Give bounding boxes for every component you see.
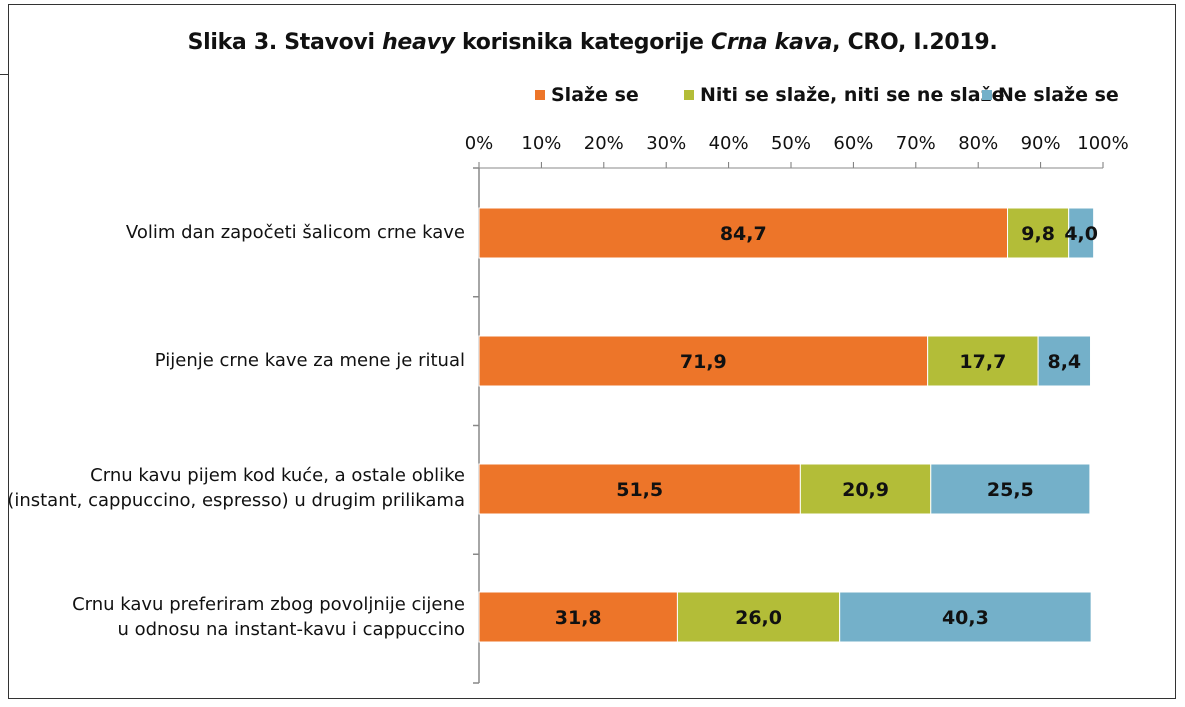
- title-text-5: , CRO, I.2019.: [832, 30, 998, 55]
- title-text-4: Crna kava: [711, 30, 833, 55]
- bar-segment: [1007, 207, 1070, 259]
- legend-swatch-neutral: [684, 90, 694, 100]
- bar-segment: [927, 335, 1039, 387]
- data-label: 26,0: [735, 607, 782, 629]
- category-label-3-line-1: Crnu kavu pijem kod kuće, a ostale oblik…: [90, 465, 465, 486]
- category-label-2-line-1: Pijenje crne kave za mene je ritual: [154, 350, 465, 371]
- bar-segment: [930, 463, 1091, 515]
- bar-segment: [676, 591, 841, 643]
- data-label: 25,5: [987, 479, 1034, 501]
- category-label-3-line-2: (instant, cappuccino, espresso) u drugim…: [7, 490, 465, 511]
- x-tick-label: 50%: [771, 133, 811, 154]
- bar-segment: [478, 463, 801, 515]
- data-label: 71,9: [680, 351, 727, 373]
- title-text-3: korisnika kategorije: [454, 30, 712, 55]
- bar-segment: [1068, 207, 1095, 259]
- x-tick-label: 100%: [1077, 133, 1128, 154]
- legend-swatch-agree: [535, 90, 545, 100]
- category-label-2: Pijenje crne kave za mene je ritual: [155, 348, 465, 373]
- legend-item-agree: Slaže se: [535, 82, 639, 108]
- data-label: 51,5: [616, 479, 663, 501]
- x-tick-label: 70%: [896, 133, 936, 154]
- x-tick-label: 10%: [521, 133, 561, 154]
- category-label-3: Crnu kavu pijem kod kuće, a ostale oblik…: [7, 463, 465, 513]
- x-tick-label: 40%: [709, 133, 749, 154]
- category-label-4: Crnu kavu preferiram zbog povoljnije cij…: [72, 592, 465, 642]
- bar-segment: [1037, 335, 1092, 387]
- legend-label-agree: Slaže se: [551, 84, 639, 106]
- data-label: 40,3: [942, 607, 989, 629]
- data-label: 8,4: [1047, 351, 1081, 373]
- bar-segment: [799, 463, 932, 515]
- title-text-2: heavy: [382, 30, 455, 55]
- x-tick-label: 30%: [646, 133, 686, 154]
- chart-title: Slika 3. Stavovi heavy korisnika kategor…: [0, 30, 1185, 55]
- legend-label-disagree: Ne slaže se: [998, 84, 1119, 106]
- chart-frame: [8, 4, 1176, 699]
- data-label: 20,9: [842, 479, 889, 501]
- data-label: 17,7: [959, 351, 1006, 373]
- legend-swatch-disagree: [982, 90, 992, 100]
- category-label-4-line-2: u odnosu na instant-kavu i cappuccino: [117, 619, 465, 640]
- category-label-1-line-1: Volim dan započeti šalicom crne kave: [125, 222, 465, 243]
- legend-item-disagree: Ne slaže se: [982, 82, 1119, 108]
- legend-item-neutral: Niti se slaže, niti se ne slaže: [684, 82, 1005, 108]
- x-tick-label: 90%: [1021, 133, 1061, 154]
- category-label-4-line-1: Crnu kavu preferiram zbog povoljnije cij…: [72, 594, 465, 615]
- x-tick-label: 60%: [833, 133, 873, 154]
- bar-segment: [839, 591, 1092, 643]
- x-tick-label: 0%: [465, 133, 494, 154]
- bar-segment: [478, 207, 1009, 259]
- legend-label-neutral: Niti se slaže, niti se ne slaže: [700, 84, 1005, 106]
- data-label: 84,7: [720, 223, 767, 245]
- data-label: 31,8: [555, 607, 602, 629]
- title-text-1: Slika 3. Stavovi: [187, 30, 383, 55]
- data-label: 9,8: [1021, 223, 1055, 245]
- data-label: 4,0: [1064, 223, 1098, 245]
- bar-segment: [478, 335, 929, 387]
- x-tick-label: 80%: [958, 133, 998, 154]
- bar-segment: [478, 591, 678, 643]
- edge-mark: [0, 74, 9, 75]
- category-label-1: Volim dan započeti šalicom crne kave: [126, 220, 465, 245]
- x-tick-label: 20%: [584, 133, 624, 154]
